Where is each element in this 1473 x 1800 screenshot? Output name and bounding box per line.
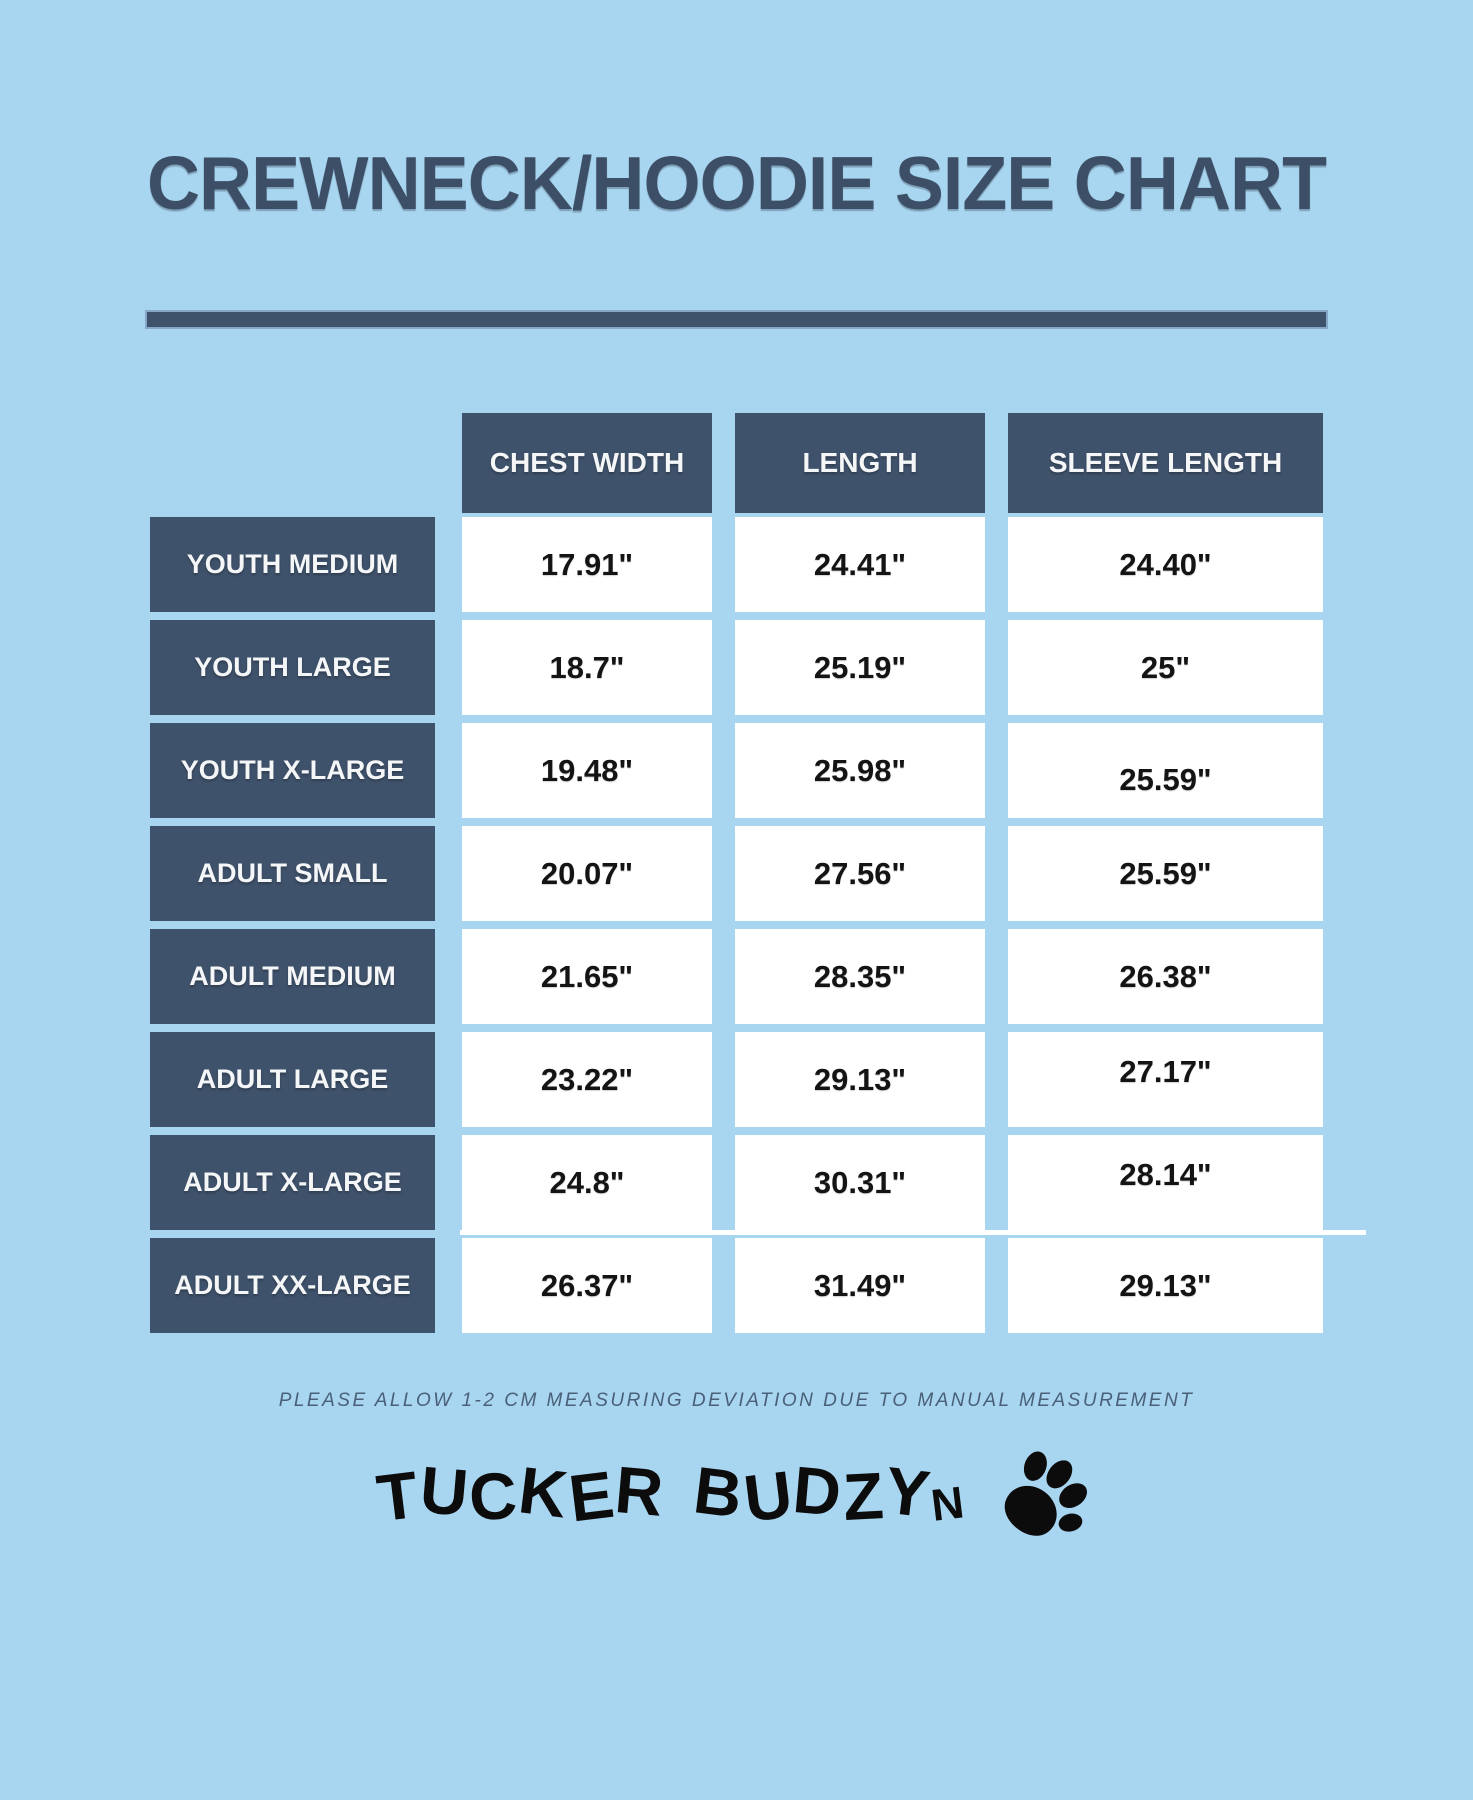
table-header-row: CHEST WIDTH LENGTH SLEEVE LENGTH [150, 413, 1323, 513]
sleeve-length-value: 27.17" [1008, 1032, 1323, 1127]
sleeve-length-value: 24.40" [1008, 517, 1323, 612]
chest-width-value: 19.48" [462, 723, 712, 818]
table-row: ADULT SMALL 20.07" 27.56" 25.59" [150, 826, 1323, 921]
table-row: ADULT LARGE 23.22" 29.13" 27.17" [150, 1032, 1323, 1127]
chest-width-value: 21.65" [462, 929, 712, 1024]
brand-name: TUCKER BUDZYN [373, 1451, 969, 1536]
length-value: 25.19" [735, 620, 985, 715]
table-row: YOUTH LARGE 18.7" 25.19" 25" [150, 620, 1323, 715]
table-row: ADULT XX-LARGE 26.37" 31.49" 29.13" [150, 1238, 1323, 1333]
chest-width-value: 17.91" [462, 517, 712, 612]
sleeve-length-value: 28.14" [1008, 1135, 1323, 1230]
table-row: ADULT X-LARGE 24.8" 30.31" 28.14" [150, 1135, 1323, 1230]
length-value: 30.31" [735, 1135, 985, 1230]
table-row: YOUTH MEDIUM 17.91" 24.41" 24.40" [150, 517, 1323, 612]
row-label: ADULT LARGE [150, 1032, 435, 1127]
length-value: 29.13" [735, 1032, 985, 1127]
table-row: ADULT MEDIUM 21.65" 28.35" 26.38" [150, 929, 1323, 1024]
sleeve-length-value: 26.38" [1008, 929, 1323, 1024]
title-divider [147, 312, 1326, 327]
length-value: 24.41" [735, 517, 985, 612]
stray-white-line [460, 1230, 1366, 1235]
row-label: ADULT SMALL [150, 826, 435, 921]
row-label: ADULT XX-LARGE [150, 1238, 435, 1333]
size-table: CHEST WIDTH LENGTH SLEEVE LENGTH YOUTH M… [150, 413, 1323, 1333]
column-header-length: LENGTH [735, 413, 985, 513]
row-label: ADULT X-LARGE [150, 1135, 435, 1230]
paw-print-icon [1004, 1451, 1087, 1536]
row-label: YOUTH X-LARGE [150, 723, 435, 818]
sleeve-length-value: 25.59" [1008, 826, 1323, 921]
chest-width-value: 24.8" [462, 1135, 712, 1230]
table-body: YOUTH MEDIUM 17.91" 24.41" 24.40" YOUTH … [150, 517, 1323, 1341]
chest-width-value: 23.22" [462, 1032, 712, 1127]
length-value: 27.56" [735, 826, 985, 921]
sleeve-length-value: 29.13" [1008, 1238, 1323, 1333]
length-value: 28.35" [735, 929, 985, 1024]
chest-width-value: 20.07" [462, 826, 712, 921]
row-label: YOUTH LARGE [150, 620, 435, 715]
row-label: YOUTH MEDIUM [150, 517, 435, 612]
page-title: CREWNECK/HOODIE SIZE CHART [146, 141, 1327, 225]
length-value: 31.49" [735, 1238, 985, 1333]
table-row: YOUTH X-LARGE 19.48" 25.98" 25.59" [150, 723, 1323, 818]
row-label: ADULT MEDIUM [150, 929, 435, 1024]
sleeve-length-value: 25.59" [1008, 723, 1323, 818]
chest-width-value: 26.37" [462, 1238, 712, 1333]
length-value: 25.98" [735, 723, 985, 818]
sleeve-length-value: 25" [1008, 620, 1323, 715]
measurement-disclaimer: PLEASE ALLOW 1-2 CM MEASURING DEVIATION … [278, 1390, 1195, 1411]
column-header-sleeve-length: SLEEVE LENGTH [1008, 413, 1323, 513]
chest-width-value: 18.7" [462, 620, 712, 715]
column-header-chest-width: CHEST WIDTH [462, 413, 712, 513]
brand-logo: TUCKER BUDZYN [0, 1442, 1473, 1546]
